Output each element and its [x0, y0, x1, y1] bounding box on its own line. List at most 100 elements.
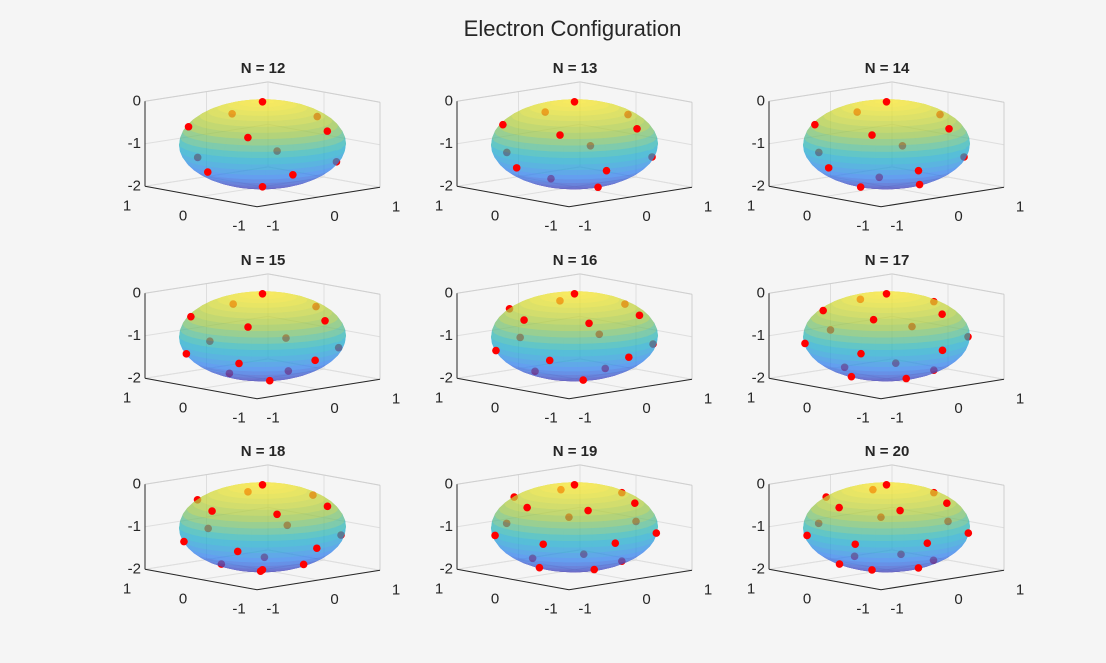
surface-patch: [847, 144, 863, 152]
figure-title: Electron Configuration: [463, 16, 682, 41]
surface-patch: [236, 151, 252, 159]
surface-patch: [577, 349, 593, 357]
surface-patch: [875, 163, 891, 171]
surface-patch: [251, 343, 267, 351]
sphere-surface: [490, 290, 659, 381]
surface-patch: [591, 335, 607, 344]
z-tick-label: -1: [440, 135, 453, 152]
surface-patch: [903, 156, 919, 165]
subplot-n12: N = 12 -2 -1 0 -1 0 1 -1 0 1: [120, 55, 420, 240]
surface-patch: [548, 151, 564, 159]
y-tick-label: 0: [179, 399, 187, 416]
x-axis-line: [568, 378, 693, 399]
electron-point: [258, 289, 267, 298]
surface-patch: [901, 131, 916, 140]
surface-patch: [251, 151, 267, 159]
box-edge: [456, 81, 581, 102]
surface-patch: [880, 302, 889, 308]
surface-patch: [239, 173, 254, 180]
surface-patch: [563, 349, 579, 357]
electron-point: [184, 122, 193, 131]
surface-patch: [849, 137, 864, 146]
surface-patch: [875, 169, 891, 176]
surface-patch: [888, 312, 901, 319]
y-tick-label: -1: [232, 409, 245, 426]
surface-patch: [847, 156, 862, 165]
z-tick-label: -1: [752, 326, 765, 343]
surface-patch: [275, 317, 290, 325]
surface-patch: [265, 365, 280, 371]
axis-lines: [144, 101, 381, 208]
surface-patch: [256, 302, 265, 308]
y-tick-label: 1: [747, 197, 755, 214]
surface-patch: [575, 115, 587, 122]
axes-3d: -2-10-101-101: [747, 272, 1024, 426]
surface-patch: [252, 178, 266, 184]
surface-patch: [877, 121, 890, 128]
axes-3d: -2-10-101-101: [747, 81, 1024, 235]
surface-patch: [889, 169, 904, 176]
x-axis-line: [880, 186, 1005, 208]
electron-point: [545, 356, 554, 364]
surface-patch: [566, 115, 578, 122]
surface-patch: [564, 318, 578, 325]
x-tick-label: -1: [578, 409, 591, 426]
surface-patch: [878, 115, 890, 122]
points-front: [811, 98, 953, 191]
y-tick-label: -1: [232, 218, 245, 235]
surface-patch: [264, 126, 278, 134]
x-tick-label: 0: [642, 400, 650, 417]
surface-patch: [211, 155, 225, 164]
surface-patch: [226, 131, 242, 140]
surface-patch: [564, 174, 578, 180]
points-front: [499, 98, 641, 192]
box-edge: [579, 272, 693, 295]
x-tick-label: -1: [578, 218, 591, 235]
surface-patch: [251, 169, 267, 176]
surface-patch: [878, 307, 890, 314]
surface-patch: [279, 144, 295, 153]
surface-patch: [538, 131, 554, 140]
z-tick-label: -2: [752, 369, 765, 386]
y-tick-label: 1: [435, 197, 443, 214]
surface-patch: [252, 365, 266, 371]
surface-patch: [265, 163, 281, 171]
electron-point: [492, 346, 500, 354]
surface-patch: [888, 126, 902, 134]
electron-point: [882, 98, 891, 106]
surface-patch: [577, 138, 592, 147]
sphere-surface: [802, 99, 971, 190]
surface-patch: [279, 335, 295, 344]
surface-patch: [591, 156, 607, 165]
surface-patch: [850, 131, 866, 140]
axis-lines: [144, 292, 381, 399]
y-tick-label: -1: [544, 218, 557, 235]
surface-patch: [591, 150, 607, 159]
surface-patch: [877, 373, 890, 378]
electron-point: [824, 164, 833, 172]
box-edge: [144, 81, 269, 102]
surface-patch: [875, 139, 891, 147]
surface-patch: [887, 115, 899, 122]
surface-patch: [861, 138, 877, 147]
surface-patch: [223, 335, 239, 344]
y-tick-label: 0: [491, 208, 499, 225]
surface-patch: [577, 330, 592, 338]
subplot-n13: N = 13 -2 -1 0 -1 0 1 -1 0 1: [432, 55, 732, 240]
surface-patch: [577, 157, 593, 165]
surface-patch: [263, 307, 275, 314]
subplot-title: N = 17: [864, 251, 910, 269]
surface-patch: [251, 163, 267, 171]
surface-patch: [876, 174, 890, 180]
surface-patch: [279, 342, 295, 350]
surface-patch: [577, 342, 593, 351]
axis-lines: [768, 292, 1005, 399]
y-axis-line: [768, 185, 882, 208]
surface-patch: [239, 365, 254, 371]
surface-patch: [564, 370, 578, 375]
surface-patch: [899, 125, 914, 134]
surface-patch: [265, 174, 280, 180]
surface-patch: [252, 324, 266, 332]
surface-patch: [563, 330, 579, 338]
x-axis-line: [880, 378, 1005, 399]
